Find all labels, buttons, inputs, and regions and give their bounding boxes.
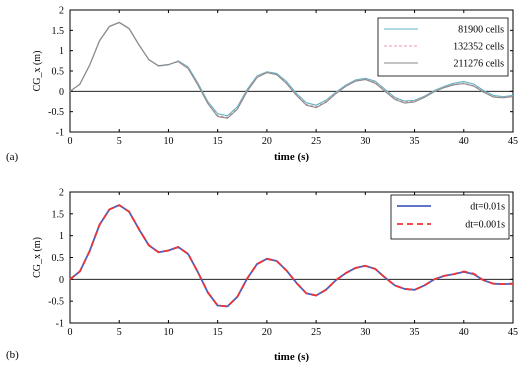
panel-label: (b) <box>6 349 19 361</box>
series-line-3 <box>69 22 514 119</box>
x-tick-label: 35 <box>410 327 420 338</box>
x-tick-label: 15 <box>213 327 223 338</box>
x-tick-label: 5 <box>117 327 122 338</box>
legend-box <box>377 17 509 77</box>
chart-a: 0 5 10 15 20 25 30 35 40 45 -1 -0.5 0 0.5 1 1.5 2 time (s… <box>6 6 518 164</box>
x-tick-label: 45 <box>508 136 518 147</box>
x-tick-label: 45 <box>508 327 518 338</box>
series-line-2 <box>69 204 514 308</box>
panel-label: (a) <box>6 151 19 163</box>
x-axis-title: time (s) <box>274 151 309 163</box>
x-tick-label: 0 <box>68 136 73 147</box>
x-tick-label: 25 <box>311 327 321 338</box>
y-tick-label: -0.5 <box>48 297 64 308</box>
y-tick-label: 0.5 <box>52 253 65 264</box>
legend-label-2: dt=0.001s <box>465 220 505 231</box>
x-tick-label: 35 <box>410 136 420 147</box>
x-tick-label: 5 <box>117 136 122 147</box>
y-tick-label: -1 <box>56 128 64 139</box>
y-tick-label: 1 <box>59 231 64 242</box>
x-tick-label: 10 <box>163 136 173 147</box>
legend-label-2: 132352 cells <box>453 42 504 53</box>
x-tick-label: 0 <box>68 327 73 338</box>
x-tick-label: 40 <box>459 327 469 338</box>
legend-box <box>390 194 510 240</box>
y-tick-label: 2 <box>59 188 64 199</box>
x-tick-label: 20 <box>262 136 272 147</box>
x-tick-label: 25 <box>311 136 321 147</box>
x-tick-label: 30 <box>360 136 370 147</box>
y-tick-label: 0 <box>59 87 64 98</box>
legend-label-1: 81900 cells <box>458 25 504 36</box>
y-tick-label: 2 <box>59 6 64 17</box>
x-axis-title: time (s) <box>274 351 309 363</box>
y-tick-label: 1.5 <box>52 209 65 220</box>
legend-label-3: 211276 cells <box>454 59 505 70</box>
x-tick-label: 30 <box>360 327 370 338</box>
y-tick-label: -0.5 <box>48 107 64 118</box>
y-axis-title: CG_x (m) <box>32 51 43 92</box>
y-tick-label: 0 <box>59 275 64 286</box>
y-tick-label: 1 <box>59 46 64 57</box>
y-axis-title: CG_x (m) <box>32 237 43 278</box>
x-tick-label: 20 <box>262 327 272 338</box>
x-tick-label: 10 <box>163 327 173 338</box>
y-tick-label: 1.5 <box>52 26 65 37</box>
chart-b: 0 5 10 15 20 25 30 35 40 45 -1 -0.5 0 0.5 1 1.5 2 time (s… <box>6 188 518 364</box>
y-tick-label: -1 <box>56 319 64 330</box>
legend-label-1: dt=0.01s <box>470 202 505 213</box>
x-tick-label: 40 <box>459 136 469 147</box>
x-tick-label: 15 <box>213 136 223 147</box>
y-tick-label: 0.5 <box>52 67 65 78</box>
